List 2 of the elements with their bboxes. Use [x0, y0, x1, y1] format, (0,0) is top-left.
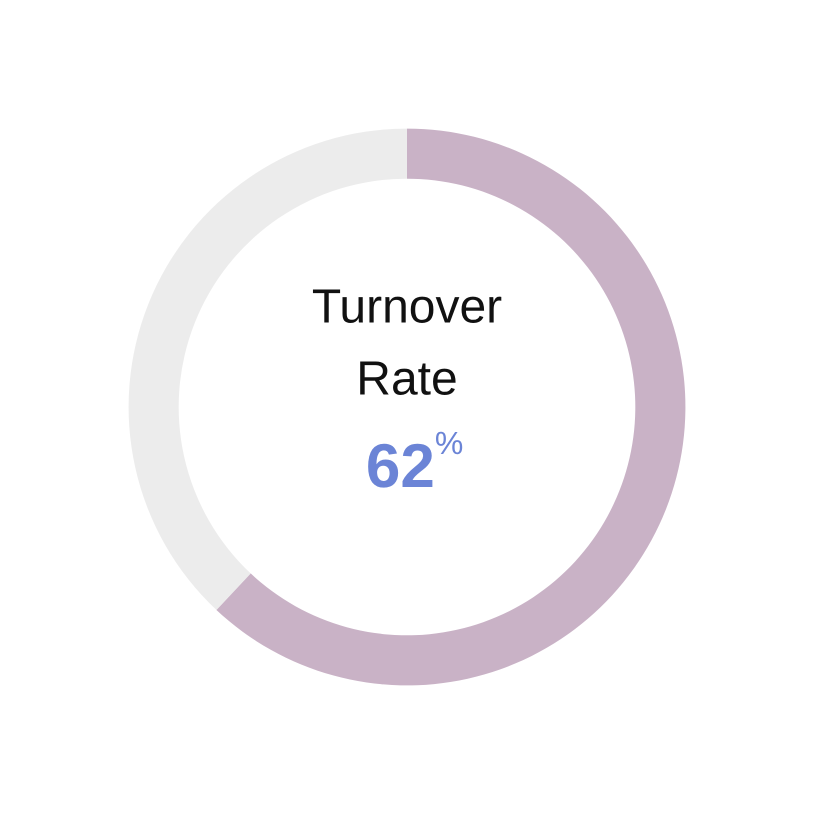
data-label: 62%: [366, 425, 464, 501]
text: Turnover Rate: [312, 280, 502, 406]
